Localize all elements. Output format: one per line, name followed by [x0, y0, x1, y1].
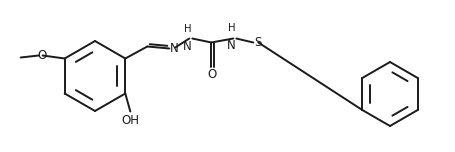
Text: S: S [254, 36, 261, 49]
Text: N: N [182, 40, 191, 54]
Text: H: H [227, 24, 234, 33]
Text: OH: OH [121, 114, 139, 126]
Text: O: O [37, 49, 46, 62]
Text: H: H [183, 24, 191, 35]
Text: N: N [227, 40, 235, 52]
Text: O: O [207, 69, 217, 81]
Text: N: N [170, 42, 179, 55]
